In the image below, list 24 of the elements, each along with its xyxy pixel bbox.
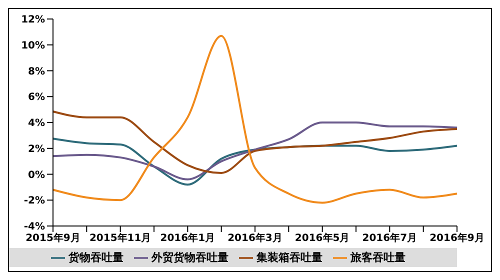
x-tick-label: 2016年1月	[160, 232, 216, 244]
y-tick-label: 8%	[28, 66, 45, 78]
x-tick-label: 2015年11月	[89, 232, 152, 244]
y-tick-label: -4%	[24, 222, 45, 233]
y-tick-label: 0%	[28, 170, 45, 181]
line-series	[52, 110, 458, 174]
line-series	[52, 122, 458, 180]
y-tick-label: 10%	[21, 40, 45, 52]
y-tick-label: 12%	[21, 14, 45, 26]
x-tick-label: 2015年9月	[26, 232, 80, 244]
legend-label: 集装箱吞吐量	[256, 251, 322, 264]
x-tick-label: 2016年5月	[294, 232, 350, 244]
y-tick-label: -2%	[24, 196, 45, 207]
legend-label: 外贸货物吞吐量	[152, 251, 228, 264]
x-tick-label: 2016年7月	[362, 232, 418, 244]
legend-label: 旅客吞吐量	[350, 251, 406, 264]
x-tick-label: 2016年9月	[430, 232, 484, 244]
line-series	[52, 138, 458, 186]
legend-label: 货物吞吐量	[68, 251, 124, 264]
x-tick-label: 2016年3月	[228, 232, 282, 244]
y-tick-label: 6%	[28, 92, 45, 104]
line-series	[52, 34, 458, 204]
y-tick-label: 2%	[28, 144, 45, 155]
y-tick-label: 4%	[28, 118, 45, 130]
